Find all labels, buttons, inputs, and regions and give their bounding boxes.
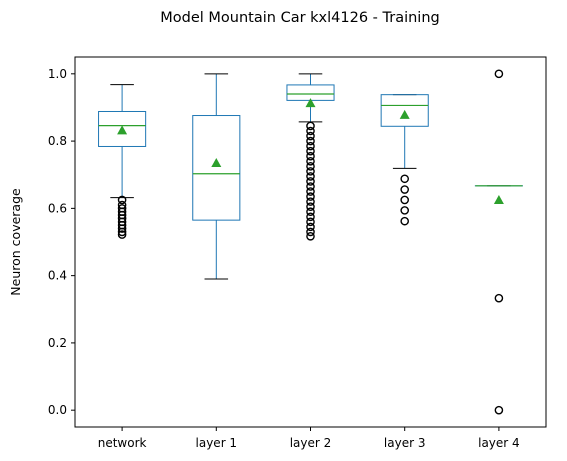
x-tick-label: layer 2 — [290, 436, 332, 450]
outlier-point — [306, 121, 315, 131]
outlier-point — [306, 207, 315, 217]
outlier-point — [494, 293, 504, 303]
outlier-point — [306, 222, 315, 232]
outlier-point — [117, 195, 127, 205]
x-tick-label: layer 1 — [196, 436, 238, 450]
outlier-point — [306, 141, 315, 151]
mean-marker — [493, 194, 504, 204]
outlier-point — [306, 172, 315, 181]
y-tick-label: 0.4 — [48, 269, 67, 283]
outlier-point — [400, 195, 410, 205]
outlier-point — [306, 202, 315, 211]
outlier-point — [306, 136, 315, 146]
mean-marker — [211, 157, 222, 167]
outlier-point — [306, 212, 315, 222]
outlier-point — [306, 126, 315, 136]
outlier-point — [306, 146, 315, 156]
outlier-point — [117, 230, 127, 239]
outlier-point — [306, 217, 315, 227]
x-tick-label: layer 4 — [478, 436, 520, 450]
outlier-point — [306, 227, 315, 237]
iqr-box — [380, 94, 429, 127]
outlier-point — [306, 156, 315, 166]
mean-marker — [117, 125, 128, 135]
outlier-point — [400, 216, 410, 226]
outlier-point — [494, 405, 504, 415]
y-tick-label: 0.6 — [48, 201, 67, 215]
outlier-point — [306, 231, 315, 241]
x-tick-label: network — [98, 436, 147, 450]
y-tick-label: 0.0 — [48, 403, 67, 417]
outlier-point — [306, 192, 315, 201]
y-tick-label: 0.8 — [48, 134, 67, 148]
y-tick-label: 0.2 — [48, 336, 67, 350]
box-group: layer 1 — [192, 73, 241, 450]
mean-marker — [305, 98, 316, 108]
outlier-point — [306, 167, 315, 176]
box-group: layer 2 — [286, 73, 335, 450]
box-group: network — [98, 84, 147, 450]
outlier-point — [306, 162, 315, 171]
outlier-point — [306, 182, 315, 191]
outlier-point — [494, 69, 504, 79]
x-tick-label: layer 3 — [384, 436, 426, 450]
outlier-point — [306, 177, 315, 186]
outlier-point — [400, 206, 410, 215]
outlier-point — [117, 224, 127, 233]
iqr-box — [192, 115, 241, 221]
box-group: layer 4 — [474, 69, 523, 450]
outlier-point — [400, 174, 410, 184]
y-tick-label: 1.0 — [48, 67, 67, 81]
outlier-point — [117, 227, 127, 237]
outlier-point — [306, 187, 315, 196]
box-group: layer 3 — [380, 94, 429, 450]
mean-marker — [399, 109, 410, 119]
outlier-point — [306, 131, 315, 141]
outlier-point — [306, 197, 315, 206]
plot-area: 0.0 0.2 0.4 0.6 0.8 1.0 network layer 1 layer 2 l… — [48, 56, 547, 450]
y-axis-label: Neuron coverage — [8, 188, 23, 296]
outlier-point — [306, 151, 315, 161]
chart-title: Model Mountain Car kxl4126 - Training — [160, 10, 439, 26]
iqr-box — [286, 84, 335, 101]
outlier-point — [400, 185, 410, 194]
iqr-box — [98, 110, 147, 147]
